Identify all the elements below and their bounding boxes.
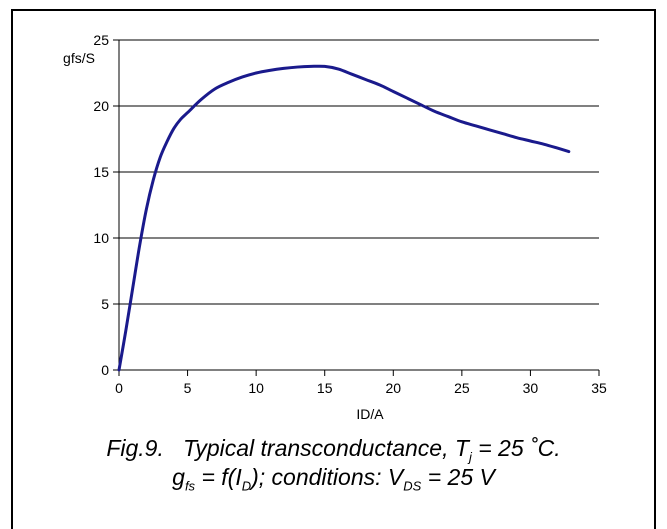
x-axis-label: ID/A xyxy=(356,406,384,422)
figure-frame: 0 5 10 15 20 25 0 5 10 15 20 25 30 35 gfs/S ID/A xyxy=(11,9,656,529)
caption-f: = f(I xyxy=(195,464,242,490)
x-tick-label: 35 xyxy=(591,380,607,396)
x-tick-label: 20 xyxy=(385,380,401,396)
x-tick-label: 15 xyxy=(317,380,333,396)
grid-lines xyxy=(119,39,599,305)
y-tick-label: 25 xyxy=(93,32,109,48)
caption-temp: = 25 ˚C. xyxy=(471,435,561,461)
caption-conditions: ); conditions: V xyxy=(251,464,404,490)
axes xyxy=(113,39,600,376)
caption-sub-ds: DS xyxy=(403,478,422,494)
y-axis-label: gfs/S xyxy=(63,50,95,66)
y-tick-label: 5 xyxy=(101,296,109,312)
tick-labels: 0 5 10 15 20 25 0 5 10 15 20 25 30 35 xyxy=(93,32,607,396)
x-tick-label: 30 xyxy=(523,380,539,396)
y-tick-label: 0 xyxy=(101,362,109,378)
figure-caption: Fig.9. Typical transconductance, Tj = 25… xyxy=(0,434,667,494)
y-tick-label: 10 xyxy=(93,230,109,246)
caption-line-2: gfs = f(ID); conditions: VDS = 25 V xyxy=(0,463,667,494)
caption-sub-j: j xyxy=(468,449,472,465)
x-tick-label: 25 xyxy=(454,380,470,396)
x-tick-label: 10 xyxy=(248,380,264,396)
transconductance-chart: 0 5 10 15 20 25 0 5 10 15 20 25 30 35 gfs/S ID/A xyxy=(63,32,607,422)
x-tick-label: 0 xyxy=(115,380,123,396)
series-line xyxy=(117,64,571,372)
caption-g: g xyxy=(172,464,185,490)
x-tick-label: 5 xyxy=(184,380,192,396)
y-tick-label: 15 xyxy=(93,164,109,180)
caption-sub-d: D xyxy=(241,478,252,494)
y-tick-label: 20 xyxy=(93,98,109,114)
caption-sub-fs: fs xyxy=(184,478,196,494)
caption-vds: = 25 V xyxy=(421,464,495,490)
caption-title: Fig.9. Typical transconductance, T xyxy=(106,435,469,461)
caption-line-1: Fig.9. Typical transconductance, Tj = 25… xyxy=(0,434,667,465)
